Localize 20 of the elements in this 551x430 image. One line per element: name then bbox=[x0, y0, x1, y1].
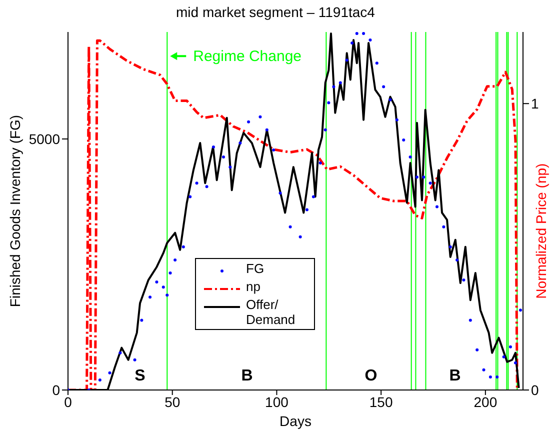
annotation: B bbox=[241, 368, 253, 384]
x-axis-title: Days bbox=[280, 413, 312, 429]
y-axis-title: Finished Goods Inventory (FG) bbox=[7, 114, 23, 308]
chart-title: mid market segment – 1191tac4 bbox=[175, 4, 376, 20]
legend-label: np bbox=[246, 279, 262, 294]
y-tick-label: 5000 bbox=[28, 130, 60, 147]
x-tick-label: 50 bbox=[164, 394, 180, 410]
x-tick-label: 200 bbox=[474, 394, 498, 410]
annotation: Regime Change bbox=[193, 48, 302, 66]
x-tick-label: 150 bbox=[369, 394, 393, 410]
x-tick-label: 100 bbox=[265, 394, 289, 410]
annotation: S bbox=[134, 368, 146, 384]
legend-label: FG bbox=[246, 261, 266, 276]
x-tick-label: 0 bbox=[64, 394, 72, 410]
y2-axis-title: Normalized Price (np) bbox=[533, 163, 549, 299]
annotation: O bbox=[364, 368, 378, 384]
annotation: B bbox=[449, 368, 461, 384]
y2-tick-label: 1 bbox=[531, 96, 539, 112]
legend-label: Offer/Demand bbox=[246, 297, 296, 327]
y2-tick-label: 0 bbox=[531, 382, 539, 398]
